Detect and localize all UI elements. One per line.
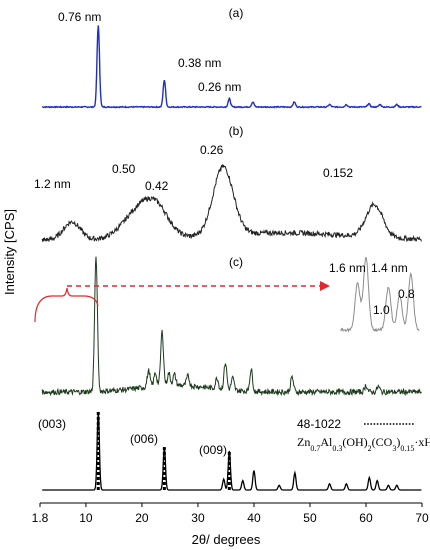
reference-label-006: (006) [130, 432, 158, 446]
peak-label-b-4: 0.152 [323, 166, 353, 180]
panel-c-label: (c) [229, 255, 243, 269]
inset-pattern-line [340, 256, 420, 333]
zoom-bracket [34, 287, 99, 323]
x-tick-label-6: 60 [359, 511, 373, 525]
peak-label-b-2: 0.42 [145, 179, 169, 193]
pattern-c-line [41, 256, 422, 397]
zoom-arrow-head [320, 281, 330, 291]
peak-label-a-1: 0.38 nm [178, 56, 221, 70]
pattern-a-line [42, 25, 422, 109]
inset-label-2: 1.0 [373, 303, 390, 317]
reference-pattern [42, 411, 422, 491]
inset-label-1: 1.4 nm [371, 261, 408, 275]
peak-label-a-2: 0.26 nm [198, 80, 241, 94]
x-tick-label-2: 20 [135, 511, 149, 525]
reference-label-009: (009) [199, 443, 227, 457]
inset-label-3: 0.8 [398, 287, 415, 301]
x-tick-label-0: 1.8 [32, 511, 49, 525]
reference-formula: Zn0.7Al0.3(OH)2(CO3)0.15·xH2O [297, 435, 430, 453]
reference-card-number: 48-1022 [297, 417, 341, 431]
x-tick-label-4: 40 [247, 511, 261, 525]
x-axis-ticks: 1.8 10 20 30 40 50 60 70 [32, 503, 429, 525]
pattern-b-line [41, 164, 422, 243]
x-tick-label-3: 30 [191, 511, 205, 525]
reference-label-003: (003) [38, 417, 66, 431]
panel-a-label: (a) [229, 6, 244, 20]
peak-label-b-0: 1.2 nm [34, 177, 71, 191]
reference-peak-marks [96, 412, 231, 490]
panel-b-label: (b) [229, 124, 244, 138]
peak-label-a-0: 0.76 nm [58, 10, 101, 24]
x-tick-label-1: 10 [79, 511, 93, 525]
inset-label-0: 1.6 nm [329, 261, 366, 275]
y-axis-label: Intensity [CPS] [2, 209, 17, 295]
x-tick-label-5: 50 [303, 511, 317, 525]
peak-label-b-1: 0.50 [112, 162, 136, 176]
x-tick-label-7: 70 [415, 511, 429, 525]
peak-label-b-3: 0.26 [200, 143, 224, 157]
x-axis-label: 2θ/ degrees [192, 532, 261, 547]
